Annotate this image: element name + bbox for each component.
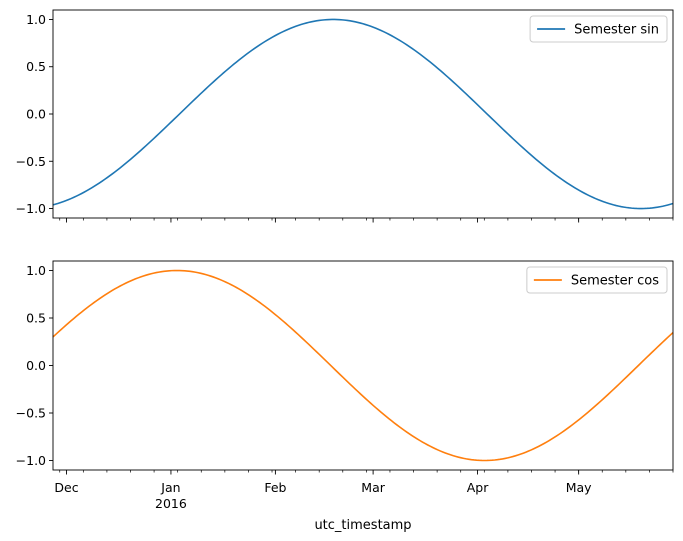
legend-box [526,266,668,294]
x-tick-label: Dec [54,480,78,495]
top-y-axis: 1.0 0.5 0.0 −0.5 −1.0 [16,12,53,216]
y-tick-label: 1.0 [26,263,46,278]
y-tick-label: 0.0 [26,358,46,373]
x-tick-label: Apr [467,480,489,495]
series-line-semester-cos [52,269,674,462]
bottom-legend: Semester cos [526,266,668,294]
top-x-axis [59,218,674,223]
y-tick-label: −0.5 [16,154,46,169]
x-tick-label: Jan [160,480,180,495]
series-line-semester-sin [52,18,674,210]
x-tick-label: May [566,480,592,495]
legend-label-semester-sin: Semester sin [574,23,659,38]
y-tick-label: −1.0 [16,201,46,216]
top-subplot: 1.0 0.5 0.0 −0.5 −1.0 Semester sin [16,9,674,223]
x-tick-sublabel: 2016 [155,496,187,511]
y-tick-label: −1.0 [16,453,46,468]
bottom-plot-area [52,269,674,462]
bottom-y-axis: 1.0 0.5 0.0 −0.5 −1.0 [16,263,53,468]
y-tick-label: −0.5 [16,406,46,421]
bottom-axes-frame [52,260,674,471]
top-axes-frame [52,9,674,219]
legend-label-semester-cos: Semester cos [571,274,659,289]
legend-box [529,15,668,43]
y-tick-label: 0.0 [26,107,46,122]
top-legend: Semester sin [529,15,668,43]
y-tick-label: 0.5 [26,311,46,326]
top-plot-area [52,18,674,210]
y-tick-label: 0.5 [26,59,46,74]
y-tick-label: 1.0 [26,12,46,27]
x-tick-label: Feb [264,480,286,495]
x-tick-label: Mar [361,480,385,495]
x-axis-title: utc_timestamp [314,518,411,533]
